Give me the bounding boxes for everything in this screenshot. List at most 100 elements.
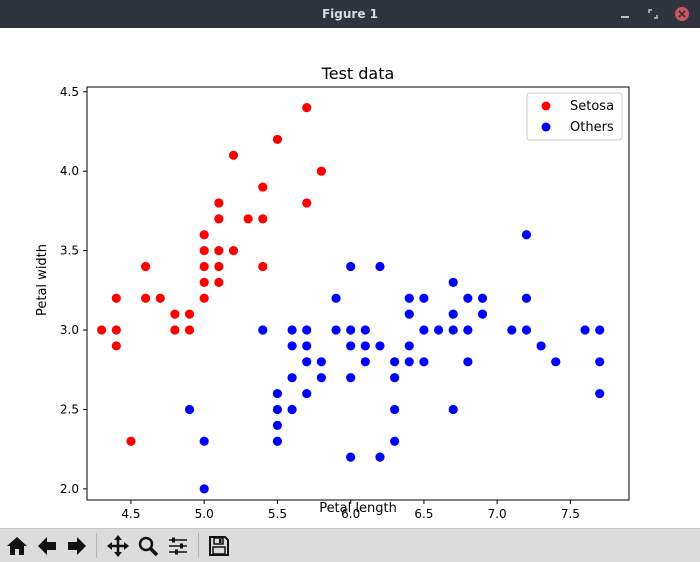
data-point-others	[199, 436, 209, 446]
data-point-others	[448, 404, 458, 415]
data-point-others	[331, 325, 341, 335]
data-point-setosa	[111, 293, 121, 303]
x-tick-label: 4.5	[121, 507, 140, 521]
data-point-setosa	[199, 261, 209, 272]
data-point-others	[302, 341, 312, 351]
data-point-others	[302, 325, 312, 335]
data-point-setosa	[126, 436, 136, 446]
chart-title: Test data	[321, 64, 395, 83]
data-point-others	[580, 325, 590, 335]
data-point-others	[404, 341, 414, 351]
data-point-setosa	[199, 246, 209, 256]
legend-label-setosa: Setosa	[570, 99, 614, 114]
data-point-setosa	[111, 325, 121, 335]
data-point-setosa	[214, 214, 224, 224]
data-point-others	[302, 388, 312, 399]
data-point-others	[346, 325, 356, 335]
pan-icon	[106, 534, 129, 557]
y-tick-label: 2.5	[60, 402, 79, 416]
data-point-others	[390, 373, 400, 383]
data-point-others	[433, 325, 444, 335]
minimize-button[interactable]	[618, 7, 632, 21]
data-point-others	[463, 325, 473, 335]
data-point-others	[346, 452, 356, 462]
data-point-others	[316, 357, 326, 367]
data-point-setosa	[97, 325, 107, 335]
data-point-setosa	[199, 230, 209, 240]
data-point-others	[390, 357, 400, 367]
window-titlebar: Figure 1	[0, 0, 700, 28]
zoom-icon	[138, 536, 158, 556]
x-axis-label: Petal length	[319, 501, 397, 516]
data-point-setosa	[243, 214, 253, 224]
data-point-others	[404, 309, 414, 319]
y-axis: 2.0 2.5 3.0 3.5 4.0 4.5	[60, 85, 87, 496]
data-point-others	[419, 293, 429, 303]
data-point-setosa	[170, 309, 180, 319]
data-point-others	[463, 293, 473, 303]
data-point-others	[272, 404, 283, 415]
maximize-icon	[648, 9, 658, 19]
forward-button[interactable]	[63, 532, 90, 559]
y-tick-label: 3.0	[60, 323, 79, 337]
x-tick-label: 5.5	[268, 507, 287, 521]
data-point-others	[536, 341, 546, 351]
toolbar-separator	[198, 533, 199, 558]
x-tick-label: 5.0	[195, 507, 214, 521]
data-point-setosa	[214, 261, 224, 272]
data-point-setosa	[199, 293, 209, 303]
maximize-button[interactable]	[646, 7, 660, 21]
data-point-others	[360, 357, 370, 367]
x-tick-label: 7.0	[488, 507, 507, 521]
data-point-others	[390, 404, 400, 415]
zoom-button[interactable]	[134, 532, 161, 559]
legend-box	[526, 92, 623, 141]
subplots-button[interactable]	[164, 532, 191, 559]
data-point-others	[448, 277, 458, 287]
x-tick-label: 7.5	[561, 507, 580, 521]
data-point-setosa	[155, 293, 165, 303]
legend-marker-others	[541, 122, 551, 132]
forward-arrow-icon	[67, 536, 86, 555]
data-point-setosa	[140, 261, 151, 272]
data-point-setosa	[258, 261, 268, 272]
data-point-others	[302, 357, 312, 367]
legend: Setosa Others	[526, 92, 623, 141]
data-point-others	[448, 325, 458, 335]
data-point-others	[595, 357, 605, 367]
data-point-others	[287, 325, 297, 335]
data-point-others	[360, 325, 370, 335]
home-icon	[6, 536, 27, 555]
back-button[interactable]	[33, 532, 60, 559]
figure-canvas[interactable]: Test data 4.5 5.0 5.5 6.0 6.5 7.0 7.5 2.0 2.5 3.…	[0, 28, 700, 528]
pan-button[interactable]	[104, 532, 131, 559]
data-point-others	[375, 261, 385, 272]
data-point-others	[184, 404, 195, 415]
data-point-others	[521, 230, 532, 240]
data-point-setosa	[316, 166, 326, 176]
subplots-icon	[168, 537, 187, 554]
data-point-setosa	[214, 246, 224, 256]
save-button[interactable]	[205, 532, 232, 559]
data-point-others	[507, 325, 517, 335]
data-point-others	[360, 341, 370, 351]
data-point-others	[346, 261, 356, 272]
save-icon	[208, 535, 229, 556]
data-point-setosa	[228, 150, 239, 160]
data-point-others	[404, 357, 414, 367]
data-point-others	[346, 373, 356, 383]
close-button[interactable]	[675, 7, 689, 21]
navigation-toolbar	[0, 528, 700, 562]
data-point-setosa	[184, 309, 195, 319]
y-tick-label: 3.5	[60, 244, 79, 258]
data-point-others	[199, 484, 209, 494]
y-tick-label: 4.0	[60, 164, 79, 178]
data-point-others	[448, 309, 458, 319]
data-point-others	[287, 373, 297, 383]
data-point-others	[477, 309, 488, 319]
x-axis: 4.5 5.0 5.5 6.0 6.5 7.0 7.5	[121, 500, 580, 521]
data-point-others	[258, 325, 268, 335]
data-point-setosa	[140, 293, 151, 303]
data-point-others	[521, 293, 532, 303]
home-button[interactable]	[3, 532, 30, 559]
